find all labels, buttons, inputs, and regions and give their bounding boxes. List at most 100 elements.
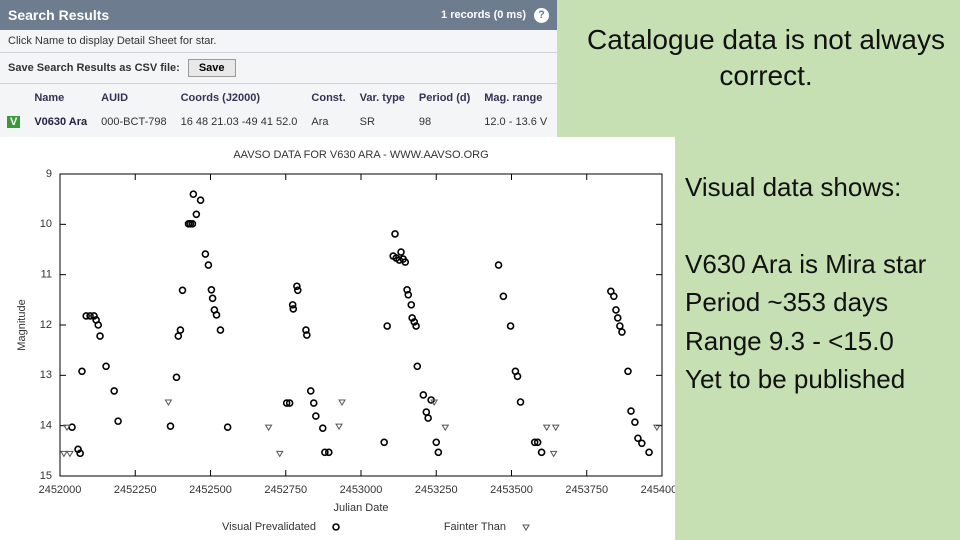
point (306, 387, 315, 395)
point (634, 434, 642, 443)
point (94, 321, 103, 329)
point (335, 423, 343, 431)
y-tick-label: 9 (46, 168, 52, 180)
point (114, 417, 122, 425)
point (430, 399, 439, 406)
legend-label: Visual Prevalidated (222, 521, 316, 533)
point (223, 423, 232, 431)
point (204, 261, 213, 269)
x-tick-label: 2453750 (565, 484, 608, 496)
point (96, 332, 104, 340)
point (422, 408, 431, 416)
point (285, 399, 294, 407)
point (551, 424, 560, 432)
point (288, 301, 297, 309)
series (68, 190, 653, 458)
flag: V (7, 116, 21, 128)
column-header: Coords (J2000) (180, 92, 261, 104)
point (434, 448, 443, 457)
note-line: Period ~353 days (685, 287, 889, 317)
x-tick-label: 2454000 (641, 484, 675, 496)
point (289, 305, 298, 313)
panel-header: Search Results 1 records (0 ms) ? (0, 0, 557, 30)
point (178, 286, 187, 295)
series (60, 399, 661, 458)
point (174, 332, 183, 340)
point (321, 448, 329, 457)
point (318, 424, 327, 432)
point (410, 318, 419, 326)
point (638, 439, 646, 448)
point (610, 292, 618, 301)
point (537, 448, 546, 457)
point (419, 391, 428, 399)
point (282, 399, 291, 407)
save-label: Save Search Results as CSV file: (8, 62, 180, 74)
point (60, 450, 68, 458)
column-header: Name (34, 92, 65, 104)
point (303, 331, 311, 339)
save-button[interactable]: Save (187, 59, 236, 77)
note-line: Yet to be published (685, 364, 906, 394)
cell: 98 (418, 116, 432, 128)
cell: 000-BCT-798 (101, 116, 167, 128)
column-header (0, 88, 27, 108)
heading: Catalogue data is not always correct. (587, 24, 945, 91)
y-tick-label: 10 (40, 218, 52, 230)
note-line: Visual data shows: (685, 172, 902, 202)
point (499, 292, 508, 301)
x-axis-label: Julian Date (333, 502, 388, 514)
results-table: Name AUID Coords (J2000) Const. Var. type Per… (0, 88, 554, 136)
point (627, 407, 635, 415)
point (645, 448, 653, 457)
point (432, 438, 441, 447)
point (82, 312, 90, 320)
point (172, 373, 181, 382)
point (293, 286, 302, 295)
point (275, 450, 284, 458)
point (324, 448, 333, 457)
hint: Click Name to display Detail Sheet for s… (0, 30, 557, 53)
point (208, 294, 217, 303)
point (86, 312, 94, 320)
panel-title: Search Results (8, 7, 110, 23)
point (412, 322, 420, 330)
point (78, 367, 86, 376)
point (63, 424, 71, 432)
column-header: AUID (101, 92, 129, 104)
point (76, 449, 84, 458)
table-row: V V0630 Ara 000-BCT-798 16 48 21.03 -49 41 … (0, 108, 554, 136)
point (404, 291, 413, 299)
point (549, 450, 558, 458)
point (413, 362, 422, 371)
point (530, 438, 539, 447)
legend-marker (332, 523, 340, 531)
header-row: Name AUID Coords (J2000) Const. Var. type Per… (0, 88, 554, 108)
point (407, 301, 416, 309)
x-tick-label: 2452000 (39, 484, 82, 496)
x-tick-label: 2453250 (415, 484, 458, 496)
help-icon[interactable]: ? (534, 7, 549, 23)
notes: Visual data shows: V630 Ara is Mira star P… (685, 168, 926, 399)
point (533, 438, 542, 447)
column-header: Period (d) (418, 92, 471, 104)
y-axis-label: Magnitude (16, 299, 28, 350)
point (616, 322, 624, 330)
column-header: Const. (311, 92, 346, 104)
point (176, 326, 185, 334)
point (207, 285, 216, 294)
point (212, 311, 221, 319)
point (494, 261, 503, 269)
point (612, 306, 620, 314)
point (613, 314, 622, 322)
save-row: Save Search Results as CSV file: Save (0, 53, 557, 84)
point (189, 190, 198, 198)
star-name[interactable]: V0630 Ara (34, 116, 88, 128)
x-tick-label: 2453000 (340, 484, 383, 496)
column-header: Mag. range (484, 92, 543, 104)
point (338, 399, 346, 406)
point (391, 230, 399, 238)
point (188, 220, 197, 228)
flag-cell: V (0, 108, 27, 136)
